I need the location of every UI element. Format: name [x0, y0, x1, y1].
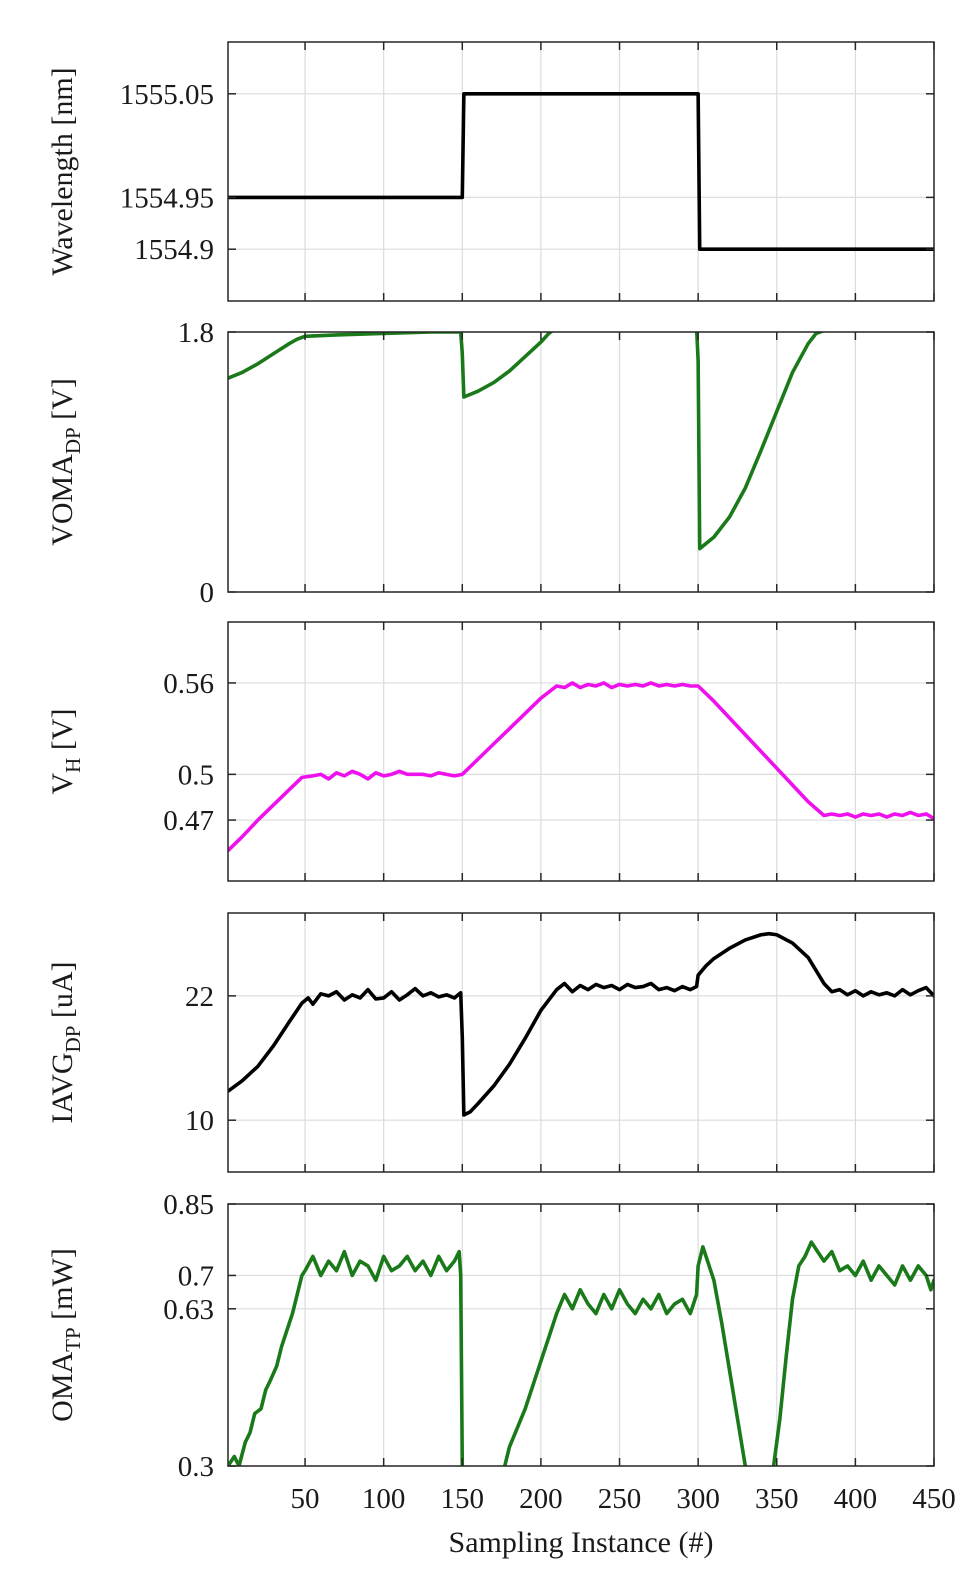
x-tick-label: 300	[676, 1483, 720, 1515]
x-tick-label: 150	[441, 1483, 485, 1515]
y-axis-label: IAVGDP [uA]	[46, 961, 85, 1123]
y-axis-label: OMATP [mW]	[46, 1248, 85, 1422]
y-tick-label: 22	[185, 981, 214, 1013]
y-tick-label: 0.56	[163, 668, 214, 700]
x-tick-label: 100	[362, 1483, 406, 1515]
y-tick-label: 1555.05	[120, 79, 214, 111]
x-axis-label: Sampling Instance (#)	[449, 1526, 714, 1559]
y-tick-label: 10	[185, 1105, 214, 1137]
x-tick-label: 350	[755, 1483, 799, 1515]
y-tick-label: 0.7	[178, 1260, 214, 1292]
axes-box	[227, 621, 935, 882]
axes-box	[227, 331, 935, 593]
y-tick-label: 1554.95	[120, 182, 214, 214]
series-line-3	[771, 1240, 934, 1466]
x-tick-label: 400	[834, 1483, 878, 1515]
x-tick-label: 250	[598, 1483, 642, 1515]
x-tick-label: 200	[519, 1483, 563, 1515]
y-tick-label: 0.63	[163, 1294, 214, 1326]
y-tick-label: 0.5	[178, 759, 214, 791]
axes-box	[227, 41, 935, 302]
panel-5: 0.3 0.630.7 0.85 50 100 150 200 250 300 350 400 450…	[46, 1189, 956, 1559]
y-axis-label: Wavelength [nm]	[46, 67, 79, 275]
panel-1: 1554.9 1554.95 1555.05 Wavelength [nm]	[46, 41, 935, 302]
panel-3: 0.47 0.5 0.56 VH [V]	[46, 621, 935, 882]
series-line-1	[228, 1249, 465, 1466]
y-tick-label: 0.3	[178, 1451, 214, 1483]
y-tick-label: 0.85	[163, 1189, 214, 1221]
y-axis-label: VH [V]	[46, 709, 85, 795]
x-tick-label: 50	[291, 1483, 320, 1515]
series-line-1	[228, 931, 934, 1117]
series-line-1	[228, 92, 934, 251]
x-tick-label: 450	[912, 1483, 956, 1515]
series-line-1	[228, 332, 911, 551]
series-line-2	[502, 1245, 748, 1466]
y-tick-label: 0	[200, 577, 215, 609]
panel-4: 10 22 IAVGDP [uA]	[46, 912, 935, 1173]
y-axis-label: VOMADP [V]	[46, 378, 85, 546]
y-tick-label: 1554.9	[134, 234, 214, 266]
axes-box	[227, 1203, 935, 1467]
y-tick-label: 0.47	[163, 805, 214, 837]
y-tick-label: 1.8	[178, 317, 214, 349]
axes-box	[227, 912, 935, 1173]
series-line-1	[228, 681, 934, 853]
panel-2: 0 1.8 VOMADP [V]	[46, 317, 935, 609]
